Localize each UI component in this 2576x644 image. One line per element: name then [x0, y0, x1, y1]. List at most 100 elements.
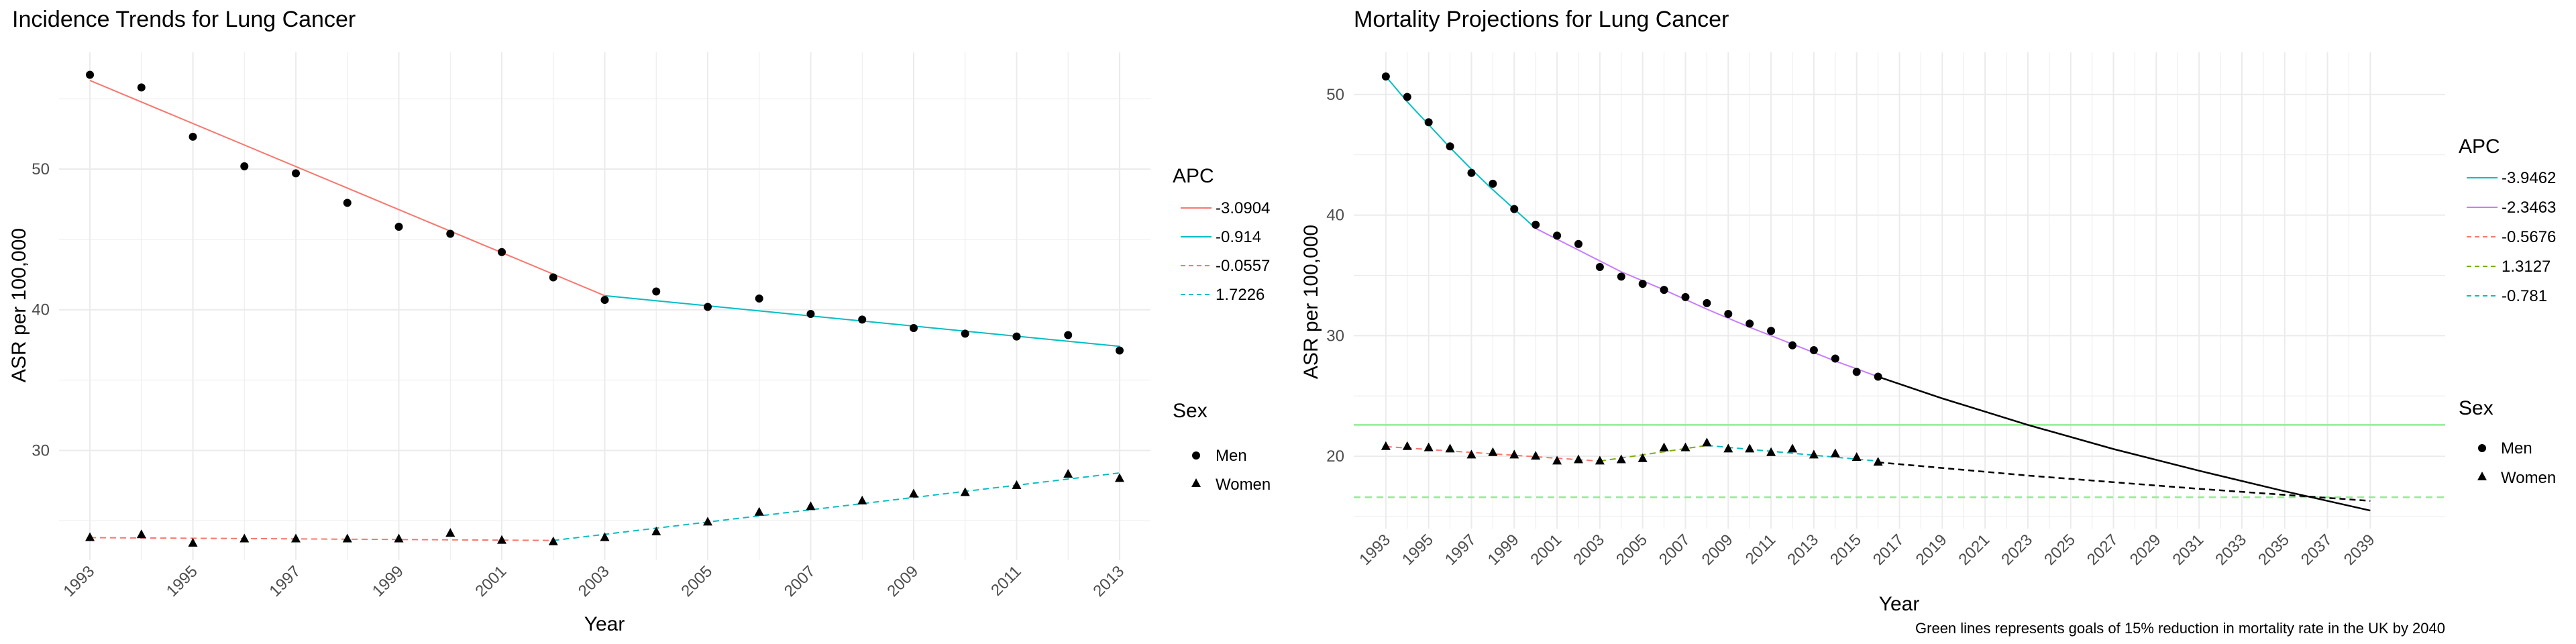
men-data-point: [343, 199, 352, 207]
x-tick-label: 2001: [472, 562, 510, 600]
incidence-x-axis-title: Year: [584, 613, 625, 635]
women-data-point: [188, 537, 198, 547]
x-tick-label: 2029: [2127, 531, 2165, 569]
mortality-caption: Green lines represents goals of 15% redu…: [1915, 620, 2445, 637]
men-data-point: [858, 315, 867, 324]
women-data-point: [85, 532, 95, 541]
women-data-point: [1402, 441, 1412, 450]
men-data-point: [1809, 345, 1818, 354]
mortality-x-axis-title: Year: [1879, 593, 1920, 615]
women-data-point: [1552, 455, 1562, 465]
x-tick-label: 2015: [1827, 531, 1865, 569]
men-data-point: [1724, 310, 1733, 319]
fitted-line: [1599, 444, 1707, 462]
men-data-point: [1852, 368, 1861, 376]
women-data-point: [1063, 469, 1073, 478]
mortality-legend-apc-entries: -3.9462 -2.3463 -0.5676 1.3127 -0.781: [2467, 169, 2556, 305]
x-tick-label: 2023: [1998, 531, 2036, 569]
incidence-y-axis-title: ASR per 100,000: [8, 228, 30, 382]
incidence-data-points: [85, 70, 1124, 547]
mortality-legend: APC -3.9462 -2.3463 -0.5676 1.3127 -0.781 Se…: [2459, 136, 2556, 487]
legend-apc-entry: 1.7226: [1181, 286, 1265, 304]
legend-apc-entry: -0.781: [2467, 287, 2547, 305]
women-data-point: [806, 501, 816, 511]
women-data-point: [136, 529, 146, 539]
women-data-point: [1723, 443, 1733, 453]
mortality-legend-sex-men: Men: [2478, 439, 2532, 458]
incidence-legend-men-label: Men: [1216, 447, 1247, 465]
legend-circle-marker: [1192, 451, 1200, 460]
mortality-fitted-lines: [1385, 76, 2371, 512]
women-data-point: [291, 533, 301, 543]
women-data-point: [1787, 443, 1797, 453]
women-data-point: [342, 533, 352, 543]
incidence-legend-apc-title: APC: [1173, 165, 1214, 187]
fitted-line: [1535, 227, 1878, 378]
men-data-point: [1703, 299, 1711, 307]
x-tick-label: 1999: [369, 562, 407, 600]
legend-apc-entry: -0.5676: [2467, 228, 2556, 246]
incidence-chart-title: Incidence Trends for Lung Cancer: [12, 7, 356, 32]
men-data-point: [1467, 168, 1476, 177]
x-tick-label: 2005: [1613, 531, 1651, 569]
women-data-point: [651, 527, 661, 536]
legend-apc-entry: -0.0557: [1181, 257, 1270, 275]
women-data-point: [754, 506, 764, 516]
men-data-point: [1489, 179, 1497, 188]
x-tick-label: 2039: [2341, 531, 2379, 569]
men-data-point: [1617, 272, 1625, 281]
men-data-point: [1831, 354, 1839, 363]
women-data-point: [548, 536, 558, 545]
women-data-point: [1702, 437, 1712, 447]
fitted-line: [553, 472, 1120, 541]
men-data-point: [549, 273, 557, 282]
women-data-point: [1638, 453, 1648, 462]
women-data-point: [497, 535, 507, 544]
women-data-point: [1381, 441, 1391, 450]
women-data-point: [1680, 442, 1690, 451]
men-data-point: [1767, 327, 1776, 335]
x-tick-label: 2009: [1699, 531, 1737, 569]
y-tick-label: 20: [1326, 447, 1344, 466]
mortality-legend-men-label: Men: [2501, 439, 2532, 458]
incidence-legend-sex-men: Men: [1192, 447, 1247, 465]
incidence-chart: Incidence Trends for Lung Cancer 1993 199…: [8, 7, 1271, 635]
women-data-point: [1445, 443, 1455, 453]
women-data-point: [1531, 451, 1541, 460]
men-data-point: [755, 294, 763, 303]
fitted-line: [1707, 444, 1878, 462]
men-data-point: [1681, 292, 1690, 301]
legend-apc-label: -0.5676: [2502, 228, 2556, 246]
women-data-point: [702, 517, 712, 526]
men-data-point: [394, 223, 403, 231]
incidence-legend-sex-title: Sex: [1173, 400, 1208, 422]
men-data-point: [1510, 205, 1519, 213]
mortality-chart: Mortality Projections for Lung Cancer 19…: [1300, 7, 2556, 637]
men-data-point: [1638, 280, 1647, 288]
men-data-point: [1064, 331, 1073, 339]
x-tick-label: 2019: [1913, 531, 1951, 569]
x-tick-label: 2007: [781, 562, 819, 600]
men-data-point: [703, 303, 712, 311]
women-data-point: [1659, 442, 1669, 451]
y-tick-label: 30: [32, 441, 50, 460]
x-tick-label: 2033: [2212, 531, 2250, 569]
legend-apc-label: -2.3463: [2502, 199, 2556, 217]
x-tick-label: 2013: [1784, 531, 1822, 569]
legend-apc-label: -3.0904: [1216, 199, 1270, 217]
legend-apc-entry: -3.0904: [1181, 199, 1270, 217]
fitted-line: [89, 80, 605, 297]
men-data-point: [137, 83, 146, 92]
legend-apc-label: -0.781: [2502, 287, 2547, 305]
men-data-point: [240, 162, 249, 170]
women-data-point: [1012, 480, 1022, 489]
women-data-point: [1424, 442, 1434, 451]
x-tick-label: 2005: [678, 562, 716, 600]
incidence-y-tick-labels: 30 40 50: [32, 160, 50, 460]
men-data-point: [1403, 93, 1411, 101]
men-data-point: [292, 169, 301, 178]
men-data-point: [1788, 341, 1796, 350]
men-data-point: [1446, 142, 1454, 151]
legend-triangle-marker: [1191, 478, 1201, 487]
x-tick-label: 2001: [1527, 531, 1565, 569]
